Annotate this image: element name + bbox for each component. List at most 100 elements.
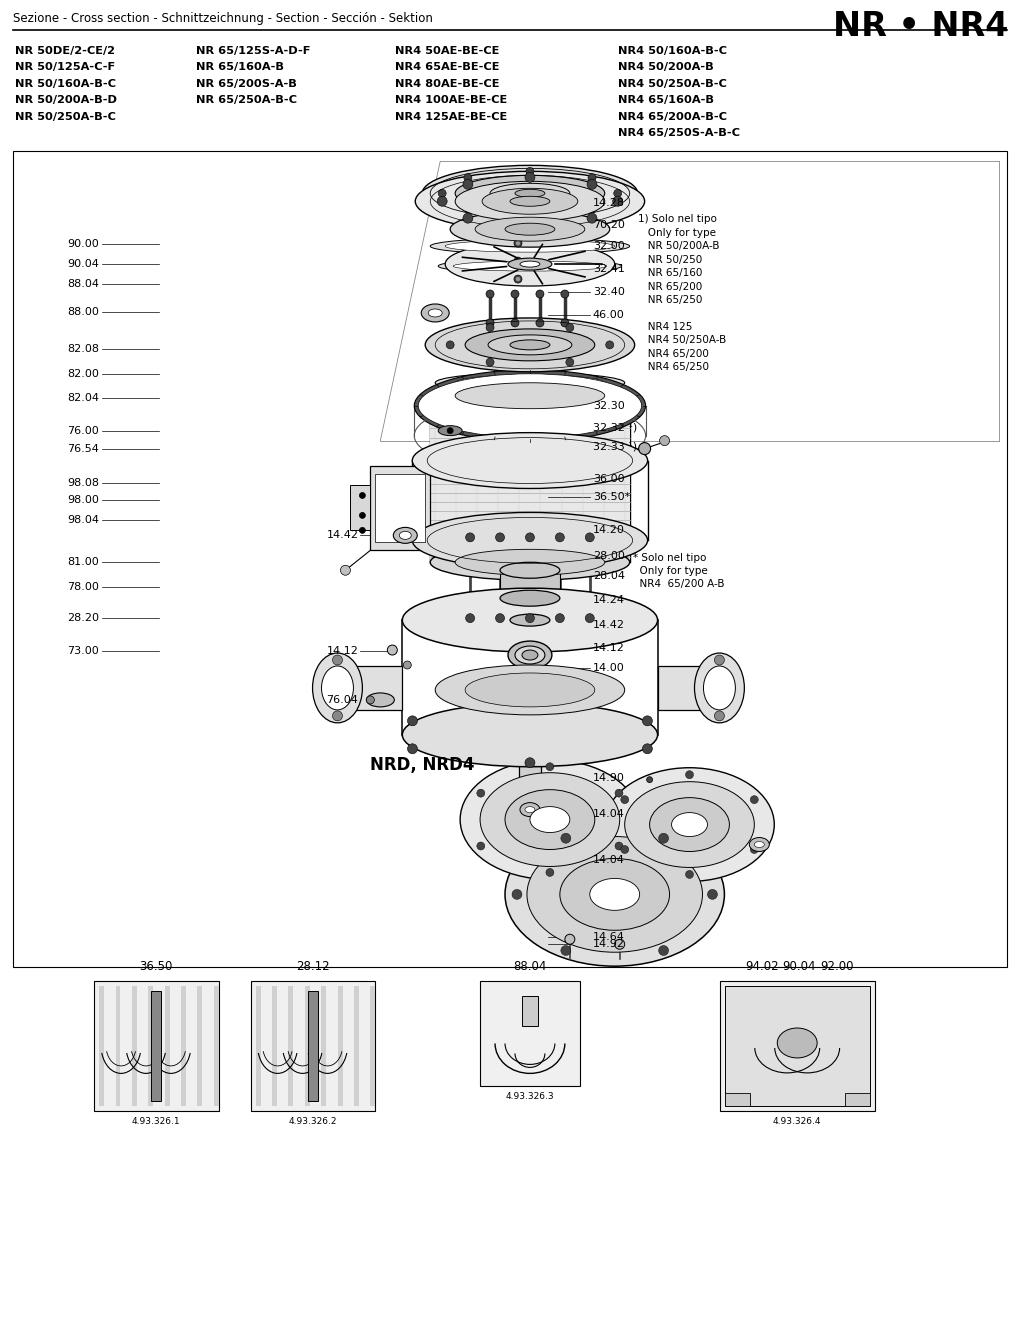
Text: 32.40: 32.40 <box>592 286 624 297</box>
Ellipse shape <box>480 773 620 866</box>
Ellipse shape <box>460 759 639 879</box>
Ellipse shape <box>495 533 504 542</box>
Ellipse shape <box>489 184 570 204</box>
Ellipse shape <box>475 217 584 241</box>
Ellipse shape <box>587 205 595 213</box>
Text: 14.20: 14.20 <box>592 525 624 535</box>
Ellipse shape <box>415 172 644 232</box>
Ellipse shape <box>486 290 493 298</box>
Text: 76.54: 76.54 <box>67 444 99 454</box>
Bar <box>131 986 137 1106</box>
Bar <box>657 666 718 710</box>
Ellipse shape <box>465 614 474 622</box>
Ellipse shape <box>430 238 629 254</box>
Ellipse shape <box>515 189 544 197</box>
Text: 88.04: 88.04 <box>67 278 99 289</box>
Bar <box>305 986 310 1106</box>
Text: 14.04: 14.04 <box>592 855 624 866</box>
Text: 14.92: 14.92 <box>592 939 625 950</box>
Ellipse shape <box>463 213 473 224</box>
Text: 90.04: 90.04 <box>782 960 815 974</box>
Ellipse shape <box>486 324 493 332</box>
Ellipse shape <box>359 527 365 533</box>
Bar <box>337 666 401 710</box>
Ellipse shape <box>559 859 668 930</box>
Ellipse shape <box>510 614 549 626</box>
Ellipse shape <box>430 378 629 414</box>
Ellipse shape <box>685 771 693 779</box>
Ellipse shape <box>408 715 417 726</box>
Ellipse shape <box>750 846 757 854</box>
Ellipse shape <box>421 304 448 322</box>
Ellipse shape <box>545 868 553 876</box>
Text: NRD, NRD4: NRD, NRD4 <box>370 755 475 774</box>
Ellipse shape <box>514 240 522 248</box>
Ellipse shape <box>621 795 628 803</box>
Ellipse shape <box>525 807 534 813</box>
Ellipse shape <box>507 641 551 669</box>
Bar <box>214 986 219 1106</box>
Ellipse shape <box>454 176 604 212</box>
Text: NR 50/125A-C-F: NR 50/125A-C-F <box>15 63 115 72</box>
Bar <box>99 986 104 1106</box>
Text: Only for type: Only for type <box>637 228 715 237</box>
Bar <box>151 991 161 1100</box>
Ellipse shape <box>612 196 622 206</box>
Ellipse shape <box>435 373 624 393</box>
Bar <box>370 466 430 550</box>
Ellipse shape <box>525 758 534 767</box>
Ellipse shape <box>387 645 397 655</box>
Ellipse shape <box>545 763 553 771</box>
Ellipse shape <box>401 589 657 653</box>
Ellipse shape <box>560 318 569 326</box>
Ellipse shape <box>401 703 657 767</box>
Text: NR4 125AE-BE-CE: NR4 125AE-BE-CE <box>395 112 507 121</box>
Ellipse shape <box>614 842 623 850</box>
Text: 36.00: 36.00 <box>592 473 624 484</box>
Ellipse shape <box>444 242 614 286</box>
Bar <box>430 396 629 562</box>
Text: 90.00: 90.00 <box>67 240 99 249</box>
Ellipse shape <box>414 370 645 442</box>
Bar <box>519 581 540 859</box>
Text: NR4 50/250A-B-C: NR4 50/250A-B-C <box>618 79 726 89</box>
Text: NR 50/200A-B: NR 50/200A-B <box>637 241 718 252</box>
Ellipse shape <box>516 241 520 245</box>
Text: 82.04: 82.04 <box>67 393 99 402</box>
Text: Only for type: Only for type <box>632 566 707 577</box>
Bar <box>272 986 277 1106</box>
Ellipse shape <box>560 290 569 298</box>
Ellipse shape <box>514 221 522 229</box>
Text: NR4 65/250: NR4 65/250 <box>637 362 708 373</box>
Bar <box>288 986 293 1106</box>
Text: 76.00: 76.00 <box>67 426 99 436</box>
Ellipse shape <box>465 533 474 542</box>
Ellipse shape <box>516 188 520 192</box>
Text: NR 65/200S-A-B: NR 65/200S-A-B <box>196 79 297 89</box>
Ellipse shape <box>707 890 716 899</box>
Ellipse shape <box>428 309 442 317</box>
Text: NR4 65/160A-B: NR4 65/160A-B <box>618 95 713 105</box>
Ellipse shape <box>642 715 652 726</box>
Ellipse shape <box>713 711 723 721</box>
Text: NR4 50AE-BE-CE: NR4 50AE-BE-CE <box>395 45 499 56</box>
Ellipse shape <box>565 934 575 944</box>
Text: NR 50/160A-B-C: NR 50/160A-B-C <box>15 79 116 89</box>
Ellipse shape <box>437 196 446 206</box>
Ellipse shape <box>398 531 411 539</box>
Ellipse shape <box>530 807 570 832</box>
Ellipse shape <box>332 655 342 665</box>
Ellipse shape <box>713 655 723 665</box>
Ellipse shape <box>658 946 667 955</box>
Ellipse shape <box>430 545 629 581</box>
Bar <box>522 996 537 1026</box>
Text: 32.30: 32.30 <box>592 401 624 410</box>
Bar <box>251 982 375 1111</box>
Ellipse shape <box>621 846 628 854</box>
Ellipse shape <box>464 173 472 181</box>
Ellipse shape <box>566 358 574 366</box>
Text: 14.00: 14.00 <box>592 663 624 673</box>
Text: 92.00: 92.00 <box>819 960 853 974</box>
Text: 73.00: 73.00 <box>67 646 99 657</box>
Ellipse shape <box>642 743 652 754</box>
